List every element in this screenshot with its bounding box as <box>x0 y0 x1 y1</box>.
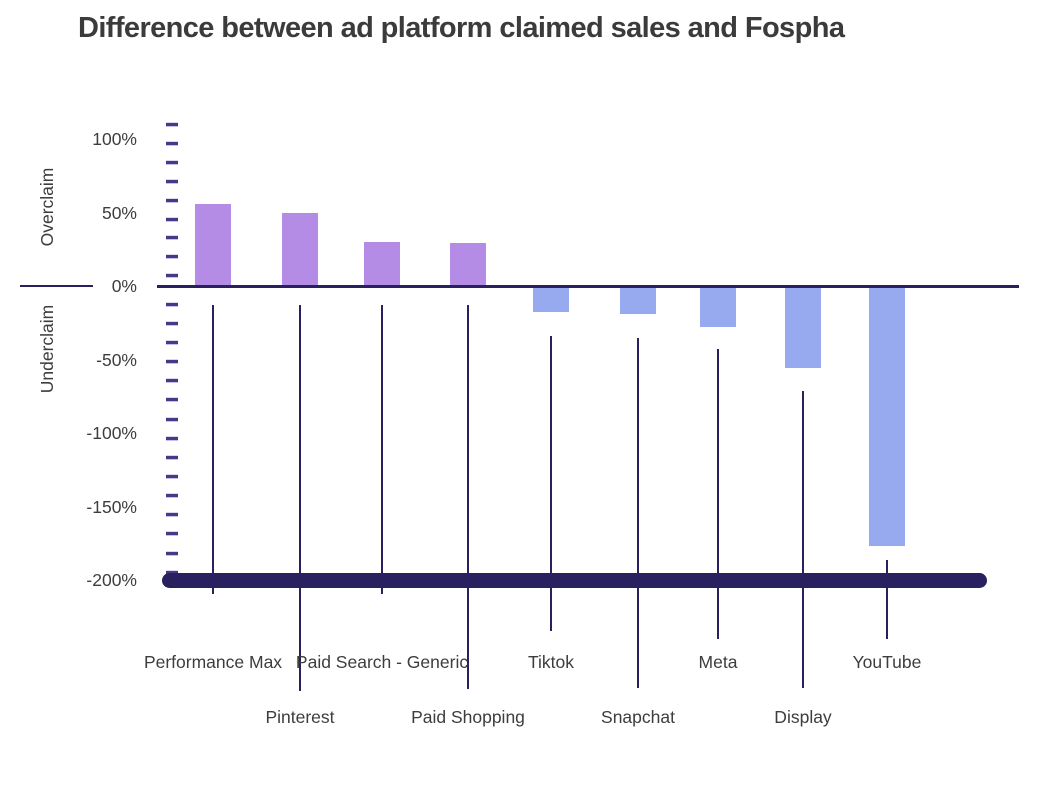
leader-line-paid-shopping <box>467 305 469 689</box>
zero-line-left-stub <box>20 284 93 288</box>
bar-meta <box>700 287 736 328</box>
y-axis-minor-tick <box>166 198 178 202</box>
leader-line-paid-search-generic <box>381 305 383 594</box>
x-axis-label-pinterest: Pinterest <box>265 707 335 727</box>
y-axis-minor-tick <box>166 142 178 146</box>
y-axis-label: 100% <box>92 129 137 149</box>
y-axis-label: -50% <box>96 349 137 370</box>
y-axis-label: 0% <box>111 276 137 296</box>
y-axis-minor-tick <box>166 236 178 240</box>
baseline-minus200-bar <box>162 572 987 588</box>
y-axis-label: -100% <box>86 423 137 443</box>
y-axis-minor-tick <box>166 360 178 364</box>
leader-line-snapchat <box>637 338 639 688</box>
y-axis-minor-tick <box>166 551 178 555</box>
x-axis-label-snapchat: Snapchat <box>601 707 675 727</box>
leader-line-display <box>802 391 804 688</box>
leader-line-tiktok <box>550 336 552 631</box>
leader-line-youtube <box>886 560 888 639</box>
y-axis-minor-tick <box>166 513 178 517</box>
y-axis-minor-tick <box>166 161 178 164</box>
y-axis-minor-tick <box>166 379 178 383</box>
leader-line-performance-max <box>212 305 214 594</box>
y-axis-minor-tick <box>166 340 178 344</box>
x-axis-label-performance-max: Performance Max <box>143 652 283 672</box>
y-axis-label: 50% <box>101 202 137 223</box>
y-axis-minor-tick <box>166 436 178 440</box>
leader-line-pinterest <box>299 305 301 691</box>
y-axis-minor-tick <box>166 474 178 478</box>
bar-paid-search-generic <box>364 241 400 286</box>
x-axis-label-tiktok: Tiktok <box>527 652 575 672</box>
y-axis-minor-tick <box>166 532 178 536</box>
bar-tiktok <box>533 287 569 313</box>
zero-axis-line <box>157 284 1019 288</box>
y-axis-minor-tick <box>166 255 178 259</box>
y-axis-minor-tick <box>166 274 178 278</box>
y-axis-minor-tick <box>166 321 178 325</box>
y-axis-minor-tick <box>166 455 178 459</box>
y-axis-minor-tick <box>166 179 178 183</box>
bar-paid-shopping <box>450 243 486 286</box>
bar-pinterest <box>282 212 318 286</box>
y-axis-minor-tick <box>166 494 178 498</box>
bar-snapchat <box>620 287 656 314</box>
bar-display <box>785 287 821 369</box>
y-axis-minor-tick <box>166 570 178 574</box>
y-axis-minor-tick <box>166 217 178 221</box>
y-axis-label: -200% <box>86 570 137 590</box>
leader-line-meta <box>717 349 719 639</box>
y-axis-minor-tick <box>166 302 178 306</box>
bar-performance-max <box>195 203 231 286</box>
x-axis-label-display: Display <box>774 707 832 727</box>
y-axis-label: -150% <box>86 496 137 517</box>
y-axis-minor-tick <box>166 123 178 127</box>
chart-title: Difference between ad platform claimed s… <box>78 12 845 44</box>
y-region-label-underclaim: Underclaim <box>37 304 57 394</box>
x-axis-label-paid-search-generic: Paid Search - Generic <box>295 652 469 672</box>
x-axis-label-meta: Meta <box>698 652 738 672</box>
y-axis-minor-tick <box>166 398 178 402</box>
y-axis-minor-tick <box>166 417 178 421</box>
bar-youtube <box>869 287 905 547</box>
x-axis-label-paid-shopping: Paid Shopping <box>411 707 525 727</box>
x-axis-label-youtube: YouTube <box>852 652 922 672</box>
